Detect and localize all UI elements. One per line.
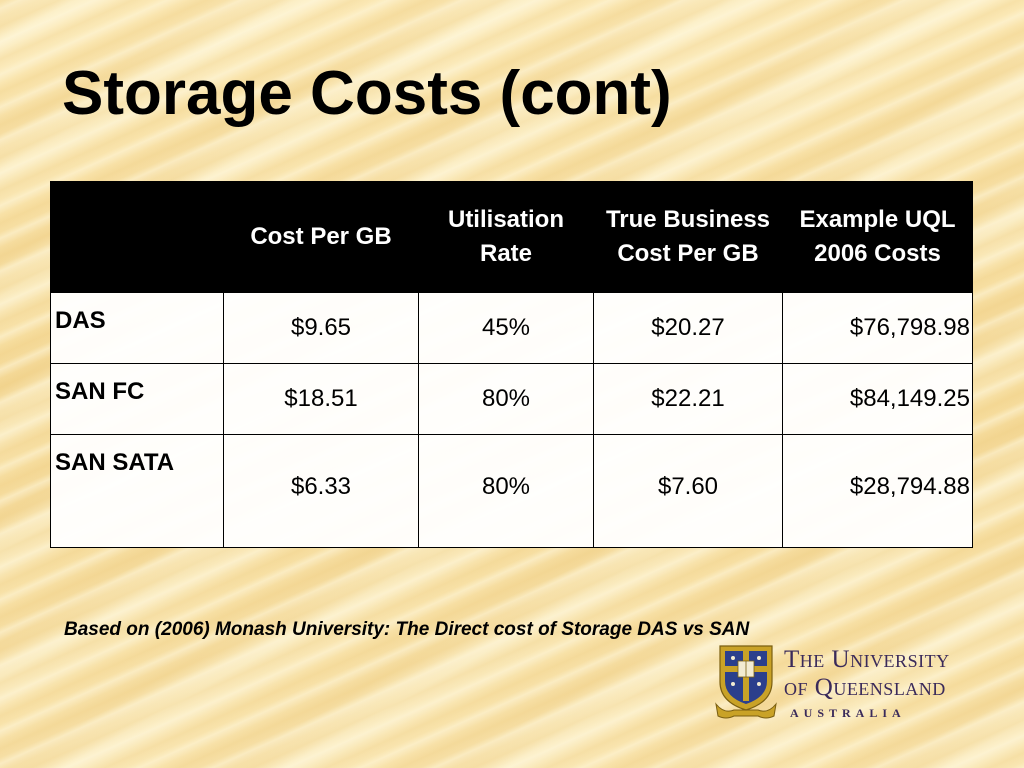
cost-per-gb-cell: $6.33 (223, 434, 419, 548)
utilisation-rate-cell: 80% (418, 363, 594, 435)
header-true-business-cost: True Business Cost Per GB (593, 181, 783, 293)
university-name-line2: of Queensland (784, 674, 946, 701)
table-row: SAN SATA $6.33 80% $7.60 $28,794.88 (50, 434, 973, 548)
university-name: The University of Queensland (784, 646, 950, 702)
row-label: SAN SATA (50, 434, 224, 548)
true-cost-cell: $22.21 (593, 363, 783, 435)
header-utilisation-rate: Utilisation Rate (418, 181, 594, 293)
row-label: SAN FC (50, 363, 224, 435)
header-cost-per-gb: Cost Per GB (223, 181, 419, 293)
utilisation-rate-cell: 80% (418, 434, 594, 548)
row-label: DAS (50, 292, 224, 364)
cost-per-gb-cell: $9.65 (223, 292, 419, 364)
example-costs-cell: $76,798.98 (782, 292, 973, 364)
table-row: SAN FC $18.51 80% $22.21 $84,149.25 (50, 363, 973, 435)
university-logo: The University of Queensland AUSTRALIA (712, 644, 982, 724)
source-note: Based on (2006) Monash University: The D… (64, 619, 750, 640)
example-costs-cell: $84,149.25 (782, 363, 973, 435)
header-example-uql-costs: Example UQL 2006 Costs (782, 181, 973, 293)
slide-title: Storage Costs (cont) (62, 59, 672, 128)
true-cost-cell: $7.60 (593, 434, 783, 548)
header-empty (50, 181, 224, 293)
table-header-row: Cost Per GB Utilisation Rate True Busine… (50, 181, 973, 293)
university-country: AUSTRALIA (790, 706, 906, 720)
storage-costs-table: Cost Per GB Utilisation Rate True Busine… (50, 181, 973, 548)
table-row: DAS $9.65 45% $20.27 $76,798.98 (50, 292, 973, 364)
university-name-line1: The University (784, 646, 950, 673)
example-costs-cell: $28,794.88 (782, 434, 973, 548)
cost-per-gb-cell: $18.51 (223, 363, 419, 435)
utilisation-rate-cell: 45% (418, 292, 594, 364)
true-cost-cell: $20.27 (593, 292, 783, 364)
university-crest-icon (715, 645, 777, 719)
